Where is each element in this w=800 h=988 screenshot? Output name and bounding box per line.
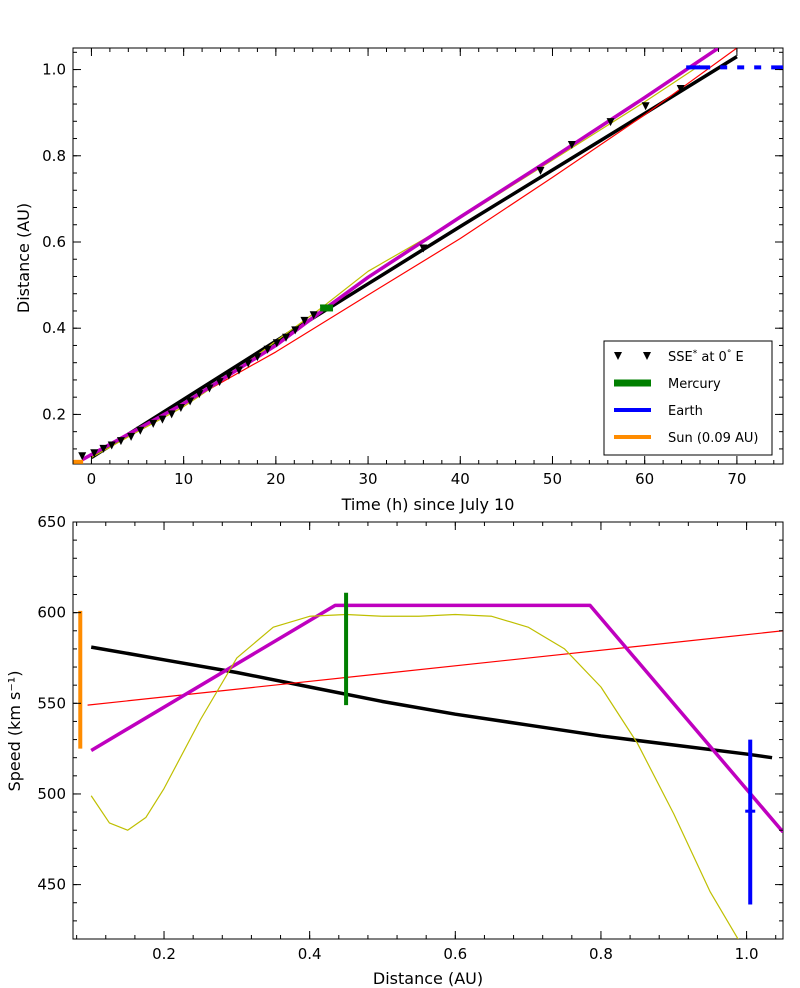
sse-point — [215, 378, 224, 387]
bottom-y-axis-label: Speed (km s⁻¹) — [5, 671, 24, 792]
bottom-series-yellow — [90, 613, 739, 939]
bottom-ytick-label: 450 — [37, 876, 66, 894]
sse-point — [224, 371, 233, 380]
sse-point — [136, 426, 145, 435]
top-xtick-label: 20 — [266, 470, 285, 488]
legend-entry-sse: SSE* at 0° E — [614, 349, 744, 365]
top-ytick-label: 0.4 — [42, 319, 66, 337]
sse-point — [263, 345, 272, 354]
top-planet-markers — [73, 65, 783, 464]
sse-point — [244, 359, 253, 368]
top-axis-ticks: 0 10 20 30 40 50 60 70 0.2 0.4 0.6 0.8 1.0 — [42, 48, 783, 488]
bottom-plot-area — [72, 521, 784, 940]
sse-point — [149, 419, 158, 428]
top-xtick-label: 0 — [87, 470, 97, 488]
legend-sse-triangle-2 — [643, 352, 651, 360]
sse-point — [99, 444, 108, 453]
sse-point — [90, 449, 99, 458]
bottom-ytick-label: 550 — [37, 694, 66, 712]
top-ytick-label: 0.2 — [42, 405, 66, 423]
bottom-xtick-label: 0.4 — [298, 945, 322, 963]
bottom-series-group — [87, 603, 783, 939]
top-xtick-label: 30 — [359, 470, 378, 488]
sse-point — [253, 353, 262, 362]
bottom-error-bars — [78, 592, 756, 905]
sse-point — [127, 432, 136, 441]
top-series-magenta-fit — [81, 48, 720, 462]
sse-point — [641, 102, 650, 111]
bottom-xtick-label: 1.0 — [735, 945, 759, 963]
bottom-x-axis-label: Distance (AU) — [373, 969, 483, 988]
bottom-ytick-label: 600 — [37, 604, 66, 622]
bottom-axis-ticks: 0.2 0.4 0.6 0.8 1.0 450 500 550 600 650 — [37, 513, 783, 963]
legend: SSE* at 0° E Mercury Earth Sun (0.09 AU) — [603, 340, 773, 456]
top-ytick-label: 0.8 — [42, 147, 66, 165]
sse-point — [676, 84, 685, 93]
sse-point — [78, 452, 87, 461]
bottom-series-black — [90, 645, 773, 760]
top-ytick-label: 1.0 — [42, 61, 66, 79]
top-y-axis-label: Distance (AU) — [14, 203, 33, 313]
sse-point — [167, 410, 176, 419]
bottom-ytick-label: 500 — [37, 785, 66, 803]
sse-point — [186, 397, 195, 406]
top-xtick-label: 40 — [451, 470, 470, 488]
sse-point — [158, 415, 167, 424]
legend-entry-sun: Sun (0.09 AU) — [614, 431, 759, 446]
top-series-black-fit — [90, 55, 738, 460]
sse-point — [195, 390, 204, 399]
top-xtick-label: 70 — [727, 470, 746, 488]
sse-point — [291, 326, 300, 335]
bottom-series-red — [87, 630, 783, 706]
sse-point — [606, 118, 615, 127]
legend-entry-earth: Earth — [614, 404, 703, 419]
sse-point — [309, 311, 318, 320]
sse-point — [300, 316, 309, 325]
legend-entry-mercury: Mercury — [614, 377, 721, 392]
legend-label-sun: Sun (0.09 AU) — [668, 431, 759, 446]
sse-point — [282, 333, 290, 342]
top-xtick-label: 50 — [543, 470, 562, 488]
top-sse-points — [78, 84, 685, 461]
legend-label-earth: Earth — [668, 404, 703, 419]
top-xtick-label: 60 — [635, 470, 654, 488]
top-x-axis-label: Time (h) since July 10 — [341, 495, 515, 514]
sse-point — [419, 244, 428, 253]
sse-point — [205, 384, 214, 393]
bottom-xtick-label: 0.2 — [152, 945, 176, 963]
sse-point — [107, 441, 116, 450]
sse-point — [116, 437, 125, 446]
distance-time-panel: 0 10 20 30 40 50 60 70 0.2 0.4 0.6 0.8 1.0 Time (h) … — [14, 47, 784, 514]
bottom-ytick-label: 650 — [37, 513, 66, 531]
sse-point — [272, 339, 281, 348]
sse-point — [536, 166, 545, 175]
sse-point — [567, 140, 576, 149]
bottom-xtick-label: 0.6 — [443, 945, 467, 963]
bottom-xtick-label: 0.8 — [589, 945, 613, 963]
legend-label-mercury: Mercury — [668, 377, 721, 392]
sse-point — [234, 366, 243, 375]
top-ytick-label: 0.6 — [42, 233, 66, 251]
legend-sse-triangle-1 — [614, 352, 622, 360]
bottom-series-magenta — [90, 603, 783, 834]
sse-point — [176, 403, 185, 412]
top-xtick-label: 10 — [174, 470, 193, 488]
legend-label-sse: SSE* at 0° E — [668, 349, 744, 365]
speed-distance-panel: 0.2 0.4 0.6 0.8 1.0 450 500 550 600 650 Distance … — [5, 513, 784, 988]
